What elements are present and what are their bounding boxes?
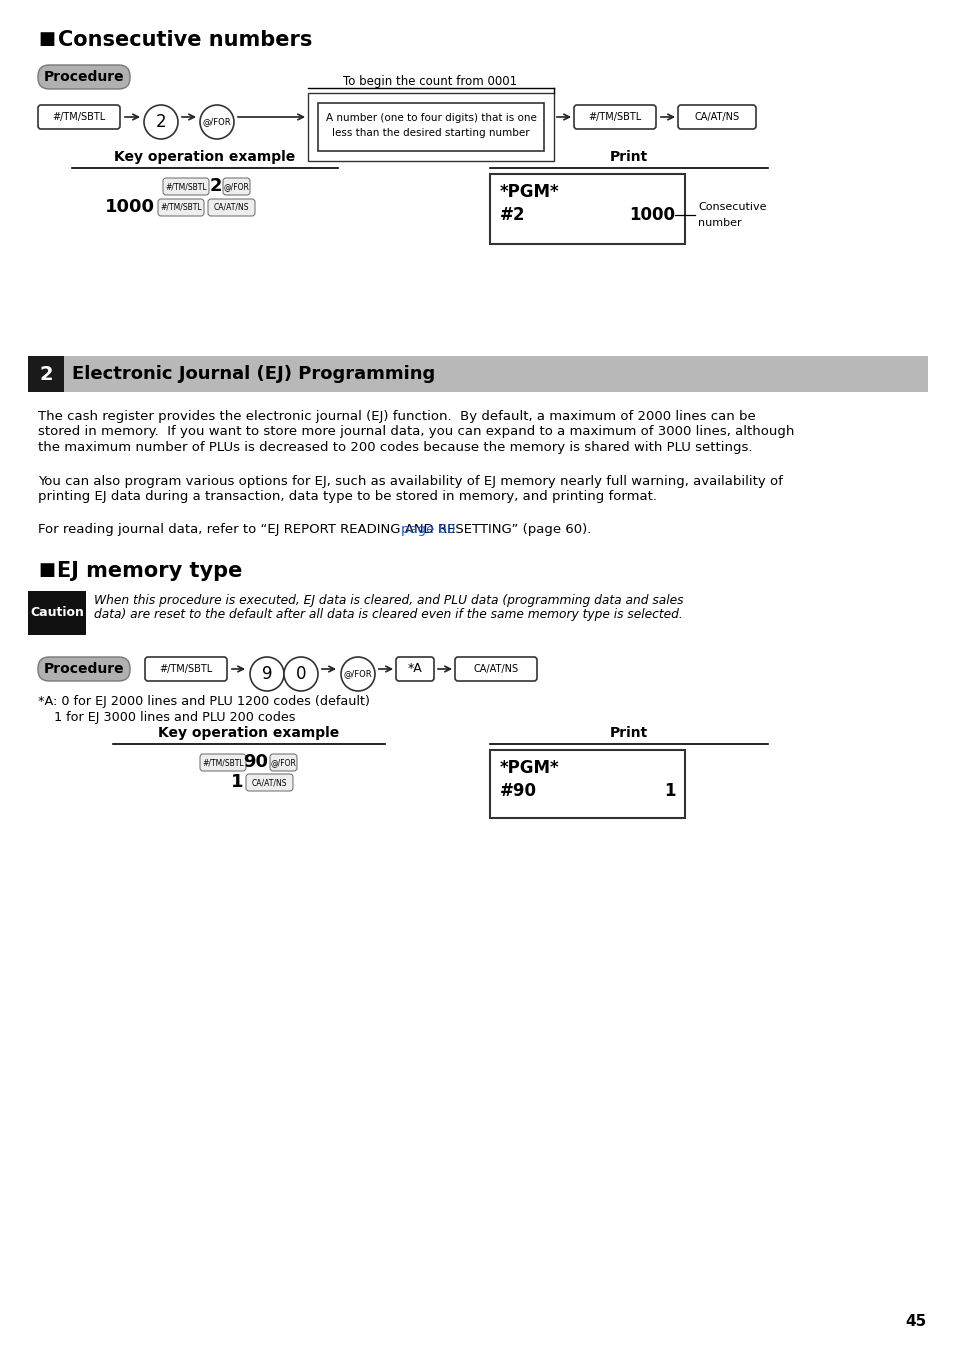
Bar [490, 750, 684, 817]
Text: #/TM/SBTL: #/TM/SBTL [159, 664, 213, 674]
Text: @/FOR: @/FOR [223, 182, 249, 192]
Text: For reading journal data, refer to “EJ REPORT READING AND RESETTING” (page 60).: For reading journal data, refer to “EJ R… [38, 523, 591, 537]
FancyBboxPatch shape [208, 200, 254, 216]
Text: CA/AT/NS: CA/AT/NS [252, 778, 287, 786]
Text: To begin the count from 0001: To begin the count from 0001 [342, 76, 517, 88]
FancyBboxPatch shape [38, 105, 120, 130]
Text: 1 for EJ 3000 lines and PLU 200 codes: 1 for EJ 3000 lines and PLU 200 codes [38, 711, 295, 723]
FancyBboxPatch shape [38, 65, 130, 89]
Text: #/TM/SBTL: #/TM/SBTL [165, 182, 207, 192]
Text: #/TM/SBTL: #/TM/SBTL [202, 758, 244, 768]
Circle shape [200, 105, 233, 139]
Text: CA/AT/NS: CA/AT/NS [473, 664, 518, 674]
Text: You can also program various options for EJ, such as availability of EJ memory n: You can also program various options for… [38, 475, 782, 487]
Text: Consecutive numbers: Consecutive numbers [58, 30, 312, 50]
Text: less than the desired starting number: less than the desired starting number [332, 128, 529, 138]
Text: *A: *A [407, 662, 422, 676]
FancyBboxPatch shape [200, 754, 246, 772]
Circle shape [340, 657, 375, 691]
Text: 2: 2 [210, 177, 222, 196]
Text: A number (one to four digits) that is one: A number (one to four digits) that is on… [325, 113, 536, 123]
FancyBboxPatch shape [145, 657, 227, 681]
Text: 2: 2 [39, 364, 52, 383]
Bar [317, 103, 543, 151]
Text: page 60: page 60 [400, 523, 455, 537]
Text: data) are reset to the default after all data is cleared even if the same memory: data) are reset to the default after all… [94, 608, 682, 621]
FancyBboxPatch shape [270, 754, 296, 772]
Text: 1000: 1000 [628, 206, 675, 224]
Text: Key operation example: Key operation example [158, 726, 339, 741]
Text: 2: 2 [155, 113, 166, 131]
Text: Print: Print [609, 726, 647, 741]
Text: #/TM/SBTL: #/TM/SBTL [52, 112, 106, 121]
Text: *A: 0 for EJ 2000 lines and PLU 1200 codes (default): *A: 0 for EJ 2000 lines and PLU 1200 cod… [38, 695, 370, 708]
Text: CA/AT/NS: CA/AT/NS [694, 112, 739, 121]
Text: Electronic Journal (EJ) Programming: Electronic Journal (EJ) Programming [71, 366, 435, 383]
Text: *PGM*: *PGM* [499, 183, 559, 201]
Bar [28, 356, 64, 393]
Text: Procedure: Procedure [44, 70, 124, 84]
Bar [490, 174, 684, 244]
FancyBboxPatch shape [455, 657, 537, 681]
Text: #/TM/SBTL: #/TM/SBTL [588, 112, 641, 121]
FancyBboxPatch shape [678, 105, 755, 130]
Text: *PGM*: *PGM* [499, 759, 559, 777]
Bar [28, 356, 927, 393]
Circle shape [250, 657, 284, 691]
Text: stored in memory.  If you want to store more journal data, you can expand to a m: stored in memory. If you want to store m… [38, 425, 794, 438]
Text: EJ memory type: EJ memory type [57, 561, 242, 581]
Text: #/TM/SBTL: #/TM/SBTL [160, 202, 202, 212]
Text: ■: ■ [38, 561, 55, 579]
Text: 1000: 1000 [105, 198, 154, 216]
Text: 9: 9 [261, 665, 272, 683]
Text: @/FOR: @/FOR [271, 758, 296, 768]
FancyBboxPatch shape [38, 657, 130, 681]
Text: Caution: Caution [30, 607, 84, 619]
Circle shape [284, 657, 317, 691]
Text: 90: 90 [243, 753, 268, 772]
Text: number: number [698, 219, 740, 228]
Text: printing EJ data during a transaction, data type to be stored in memory, and pri: printing EJ data during a transaction, d… [38, 490, 657, 503]
Text: ■: ■ [38, 30, 55, 49]
FancyBboxPatch shape [158, 200, 204, 216]
Text: the maximum number of PLUs is decreased to 200 codes because the memory is share: the maximum number of PLUs is decreased … [38, 441, 752, 455]
Text: @/FOR: @/FOR [343, 669, 372, 679]
Text: When this procedure is executed, EJ data is cleared, and PLU data (programming d: When this procedure is executed, EJ data… [94, 594, 682, 607]
Text: 1: 1 [231, 773, 243, 791]
Text: #90: #90 [499, 782, 537, 800]
FancyBboxPatch shape [246, 774, 293, 791]
Bar [28, 591, 86, 635]
Text: CA/AT/NS: CA/AT/NS [213, 202, 249, 212]
FancyBboxPatch shape [223, 178, 250, 196]
Text: The cash register provides the electronic journal (EJ) function.  By default, a : The cash register provides the electroni… [38, 410, 755, 424]
FancyBboxPatch shape [574, 105, 656, 130]
Text: Procedure: Procedure [44, 662, 124, 676]
Text: #2: #2 [499, 206, 525, 224]
Bar [308, 93, 554, 161]
FancyBboxPatch shape [163, 178, 209, 196]
Text: 45: 45 [904, 1314, 925, 1330]
Text: 1: 1 [664, 782, 676, 800]
FancyBboxPatch shape [395, 657, 434, 681]
Text: Key operation example: Key operation example [114, 150, 295, 165]
Text: Consecutive: Consecutive [698, 202, 765, 212]
Circle shape [144, 105, 178, 139]
Text: Print: Print [609, 150, 647, 165]
Text: 0: 0 [295, 665, 306, 683]
Text: @/FOR: @/FOR [202, 117, 231, 127]
